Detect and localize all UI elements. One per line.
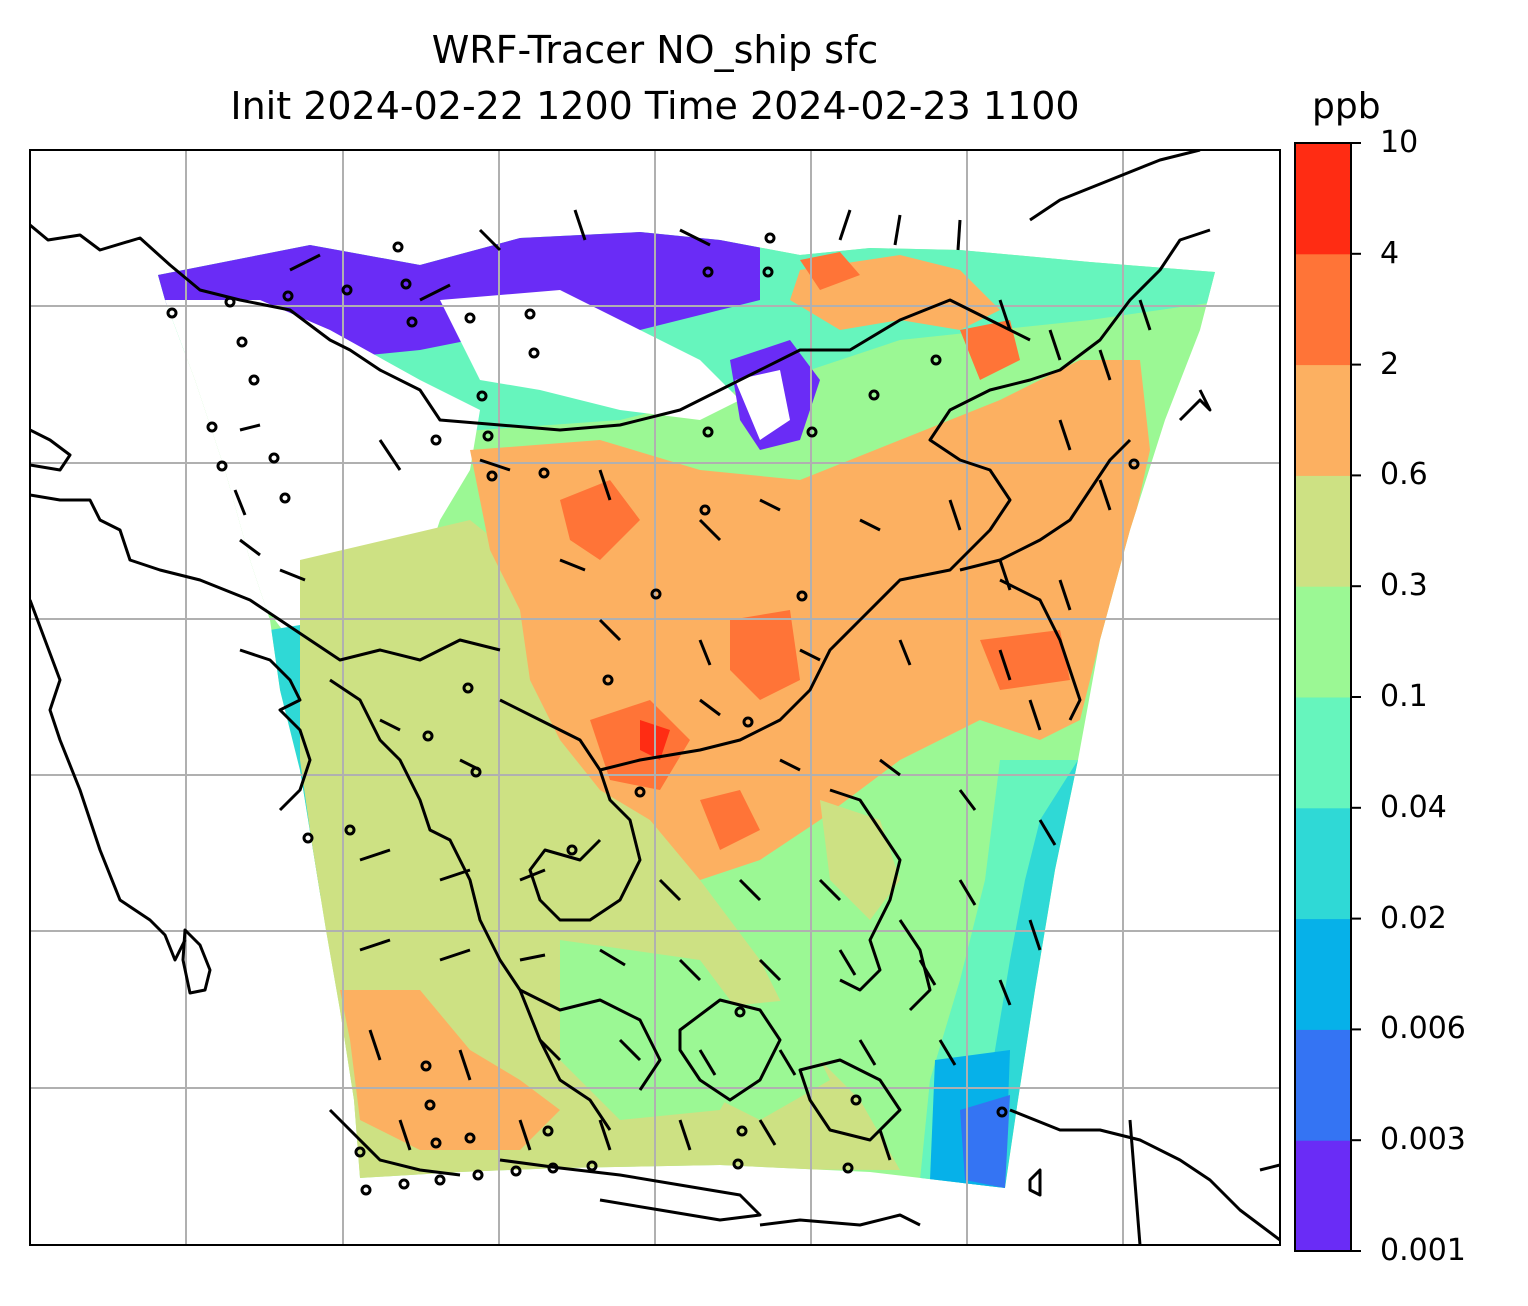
concentration-field — [158, 232, 1215, 1188]
colorbar-tick-label: 4 — [1380, 235, 1400, 271]
colorbar-segment — [1295, 1029, 1351, 1141]
colorbar-tick-label: 0.02 — [1380, 900, 1447, 936]
colorbar-tick-label: 0.003 — [1380, 1122, 1466, 1158]
calm-wind-markers — [166, 232, 1140, 1196]
title-line-1: WRF-Tracer NO_ship sfc — [431, 28, 879, 72]
colorbar-tick-label: 0.1 — [1380, 679, 1428, 714]
colorbar-tick-label: 0.04 — [1380, 789, 1447, 825]
colorbar-segment — [1295, 253, 1351, 366]
colorbar-tick-label: 0.3 — [1380, 568, 1428, 604]
colorbar-segment — [1295, 807, 1351, 920]
gridlines — [30, 150, 1280, 1245]
colorbar-tick-label: 2 — [1380, 346, 1400, 382]
colorbar-segment — [1295, 697, 1351, 809]
wind-barbs — [233, 209, 1152, 1161]
colorbar-tick-label: 10 — [1380, 125, 1419, 160]
colorbar-unit-label: ppb — [1312, 86, 1381, 127]
colorbar — [1294, 142, 1361, 1252]
colorbar-segment — [1295, 364, 1351, 476]
colorbar-tick-label: 0.001 — [1380, 1233, 1466, 1268]
colorbar-segment — [1295, 475, 1351, 587]
title-line-2: Init 2024-02-22 1200 Time 2024-02-23 110… — [230, 84, 1080, 128]
colorbar-segment — [1295, 918, 1351, 1030]
colorbar-segment — [1295, 143, 1351, 255]
map-frame — [29, 149, 1281, 1246]
colorbar-segment — [1295, 586, 1351, 698]
colorbar-tick-label: 0.006 — [1380, 1011, 1466, 1047]
coastlines — [30, 150, 1280, 1245]
colorbar-segment — [1295, 1140, 1351, 1252]
colorbar-tick-label: 0.6 — [1380, 457, 1428, 493]
